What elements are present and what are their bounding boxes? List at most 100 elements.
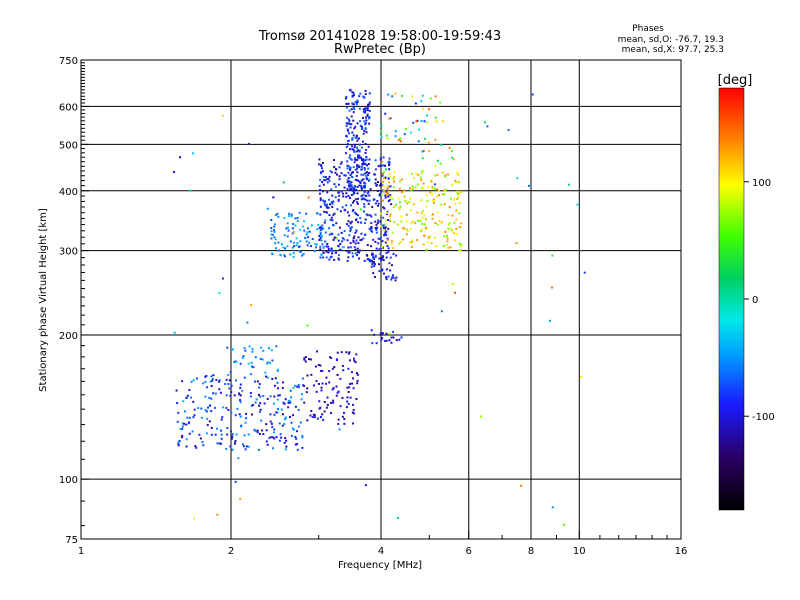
data-point-1324	[399, 201, 402, 204]
data-point-1462	[380, 135, 383, 138]
data-point-843	[355, 218, 358, 221]
data-point-174	[180, 436, 183, 439]
data-point-1341	[424, 226, 427, 229]
data-point-792	[366, 171, 369, 174]
data-point-1224	[458, 202, 461, 205]
data-point-76	[244, 417, 247, 420]
data-point-149	[218, 442, 221, 445]
data-point-1245	[424, 223, 427, 226]
data-point-1548	[567, 183, 570, 186]
data-point-1508	[388, 332, 391, 335]
data-point-1408	[402, 227, 405, 230]
data-point-364	[305, 391, 308, 394]
data-point-459	[324, 219, 327, 222]
data-point-1304	[441, 193, 444, 196]
data-point-645	[375, 184, 378, 187]
data-point-333	[304, 356, 307, 359]
data-point-822	[345, 195, 348, 198]
data-point-512	[320, 253, 323, 256]
data-point-736	[388, 168, 391, 171]
data-point-930	[374, 255, 377, 258]
data-point-1433	[401, 94, 404, 97]
data-point-218	[245, 412, 248, 415]
data-point-1367	[400, 215, 403, 218]
data-point-786	[337, 245, 340, 248]
data-point-1192	[378, 257, 381, 260]
data-point-612	[385, 190, 388, 193]
data-point-529	[379, 158, 382, 161]
data-point-443	[276, 212, 279, 215]
data-point-1540	[266, 207, 269, 210]
data-point-1019	[348, 185, 351, 188]
data-point-1010	[352, 111, 355, 114]
data-point-963	[346, 179, 349, 182]
data-point-693	[328, 175, 331, 178]
data-point-700	[339, 242, 342, 245]
data-point-17	[181, 428, 184, 431]
data-point-1008	[350, 158, 353, 161]
data-point-1526	[520, 484, 523, 487]
data-point-721	[389, 194, 392, 197]
data-point-965	[362, 193, 365, 196]
data-point-108	[277, 394, 280, 397]
data-point-91	[296, 385, 299, 388]
data-point-1332	[407, 201, 410, 204]
data-point-1060	[363, 108, 366, 111]
data-point-1277	[429, 191, 432, 194]
data-point-1288	[388, 172, 391, 175]
data-point-145	[177, 411, 180, 414]
data-point-760	[358, 249, 361, 252]
data-point-1232	[384, 191, 387, 194]
data-point-1438	[428, 150, 431, 153]
data-point-988	[362, 160, 365, 163]
data-point-883	[387, 200, 390, 203]
data-point-123	[258, 432, 261, 435]
data-point-1447	[429, 97, 432, 100]
data-point-438	[296, 220, 299, 223]
data-point-135	[227, 383, 230, 386]
data-point-679	[355, 230, 358, 233]
data-point-812	[320, 167, 323, 170]
data-point-429	[292, 252, 295, 255]
data-point-1500	[172, 171, 175, 174]
data-point-616	[335, 222, 338, 225]
data-point-130	[204, 375, 207, 378]
data-point-386	[254, 356, 257, 359]
data-point-1296	[444, 230, 447, 233]
data-point-473	[313, 249, 316, 252]
data-point-1279	[414, 221, 417, 224]
data-point-349	[330, 357, 333, 360]
data-point-1199	[373, 258, 376, 261]
data-point-12	[195, 446, 198, 449]
data-point-1321	[427, 185, 430, 188]
data-point-648	[376, 221, 379, 224]
data-point-1123	[364, 194, 367, 197]
data-point-790	[372, 238, 375, 241]
data-point-764	[322, 199, 325, 202]
data-point-551	[345, 204, 348, 207]
data-point-1347	[405, 228, 408, 231]
data-point-772	[382, 206, 385, 209]
data-point-272	[309, 358, 312, 361]
phases-mean-o: mean, sd,O: -76.7, 19.3	[618, 35, 724, 45]
data-point-1503	[396, 516, 399, 519]
data-point-1371	[398, 187, 401, 190]
y-tick-label-5: 500	[59, 140, 78, 151]
data-point-510	[270, 226, 273, 229]
data-point-522	[363, 203, 366, 206]
data-point-547	[375, 227, 378, 230]
data-point-511	[304, 236, 307, 239]
data-point-1165	[373, 265, 376, 268]
data-point-361	[310, 373, 313, 376]
data-point-1471	[414, 102, 417, 105]
data-point-1389	[398, 180, 401, 183]
data-point-1535	[239, 497, 242, 500]
data-point-341	[310, 409, 313, 412]
data-point-870	[323, 210, 326, 213]
data-point-981	[363, 166, 366, 169]
data-point-1148	[350, 188, 353, 191]
data-point-1229	[417, 219, 420, 222]
data-point-545	[342, 195, 345, 198]
x-axis-label: Frequency [MHz]	[338, 560, 422, 571]
data-point-242	[187, 421, 190, 424]
